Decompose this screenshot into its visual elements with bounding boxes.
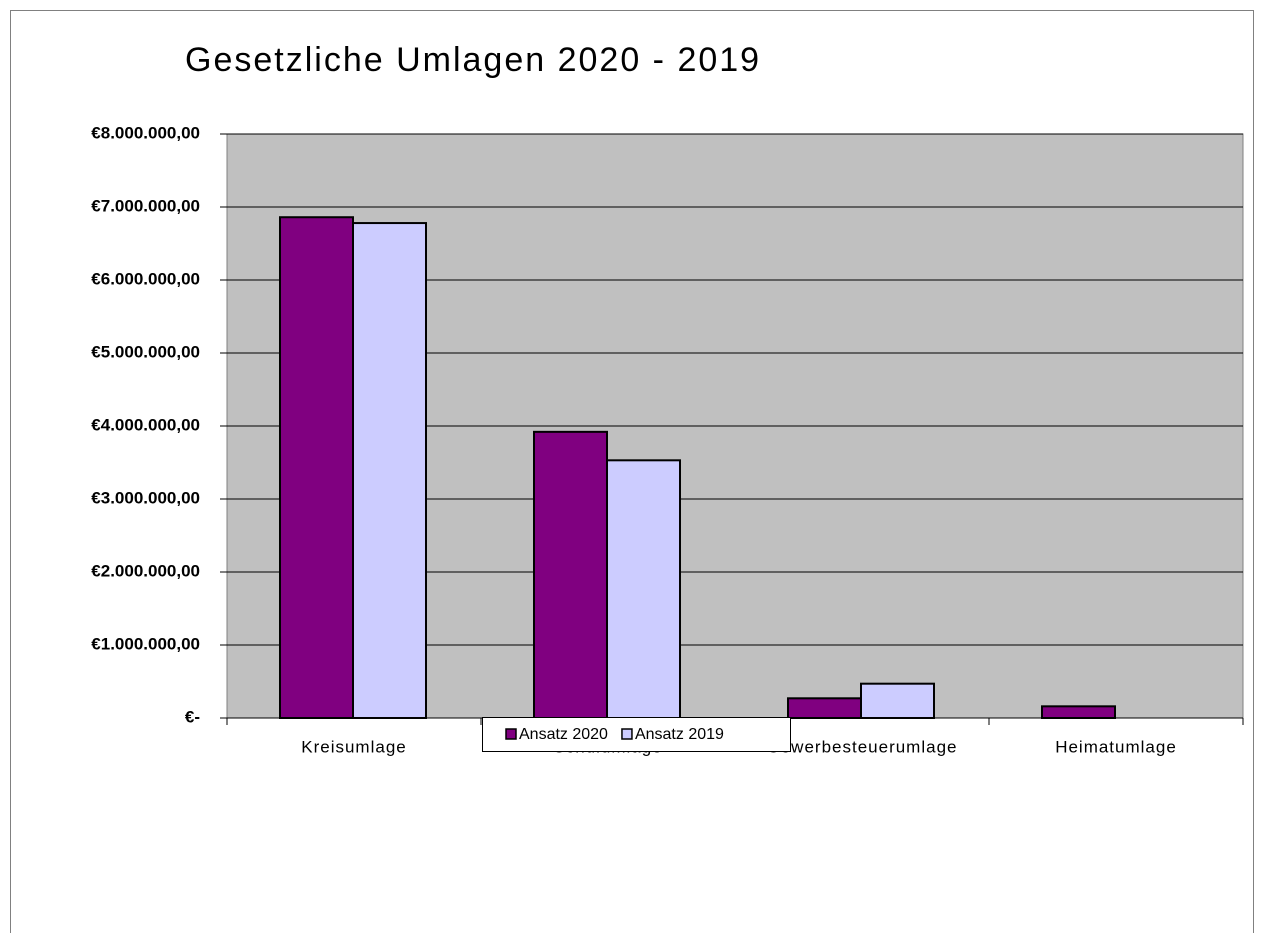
bar <box>787 697 862 719</box>
bar <box>352 222 427 719</box>
legend-box <box>482 717 791 752</box>
x-tick-label: Kreisumlage <box>301 737 407 756</box>
legend-label: Ansatz 2020 <box>519 726 608 743</box>
bar <box>533 430 608 719</box>
bar <box>1041 705 1116 720</box>
y-tick-label: €5.000.000,00 <box>91 342 200 361</box>
x-tick-label: Heimatumlage <box>1055 737 1177 756</box>
bar <box>279 216 354 719</box>
legend-swatch <box>505 728 517 740</box>
y-tick-label: €7.000.000,00 <box>91 196 200 215</box>
y-tick-label: €3.000.000,00 <box>91 488 200 507</box>
legend-swatch <box>621 728 633 740</box>
y-tick-label: €2.000.000,00 <box>91 561 200 580</box>
y-tick-label: €- <box>185 707 200 726</box>
bar <box>606 459 681 719</box>
bar <box>860 682 935 720</box>
y-tick-label: €6.000.000,00 <box>91 269 200 288</box>
x-tick-label: Gewerbesteuerumlage <box>767 737 958 756</box>
chart-title: Gesetzliche Umlagen 2020 - 2019 <box>185 41 761 79</box>
y-tick-label: €8.000.000,00 <box>91 123 200 142</box>
legend-label: Ansatz 2019 <box>635 726 724 743</box>
y-tick-label: €1.000.000,00 <box>91 634 200 653</box>
y-tick-label: €4.000.000,00 <box>91 415 200 434</box>
